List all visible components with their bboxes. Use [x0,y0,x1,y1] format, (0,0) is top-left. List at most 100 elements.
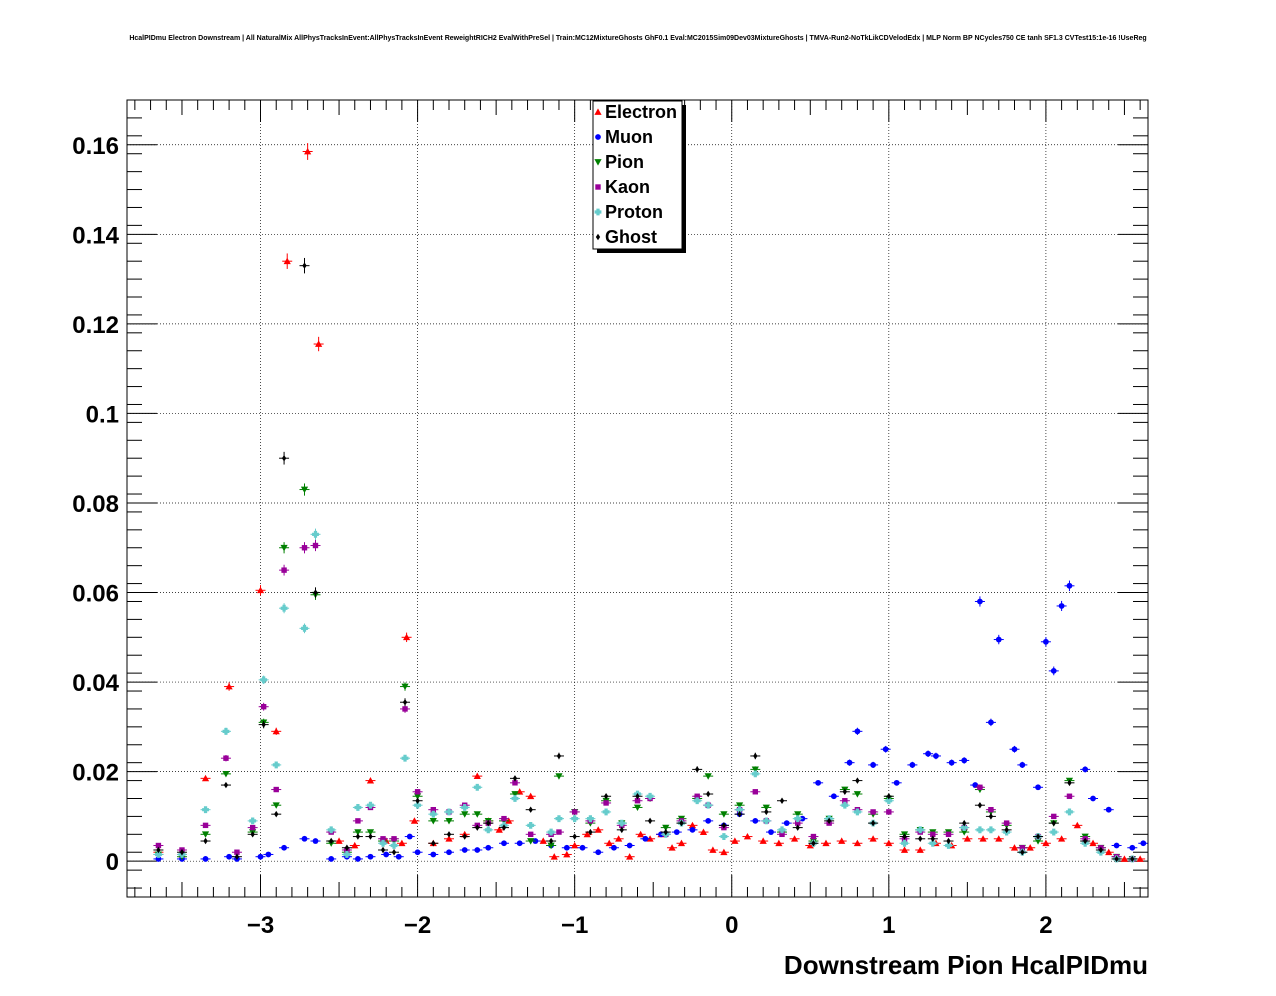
data-point [220,781,231,789]
data-marker [1120,855,1129,862]
data-point [509,791,520,798]
data-point [868,819,879,827]
data-point [852,839,863,847]
data-point [258,675,269,685]
data-point [352,804,363,811]
data-marker [1050,828,1058,836]
data-marker [563,850,571,858]
data-marker [853,839,862,847]
data-point [959,824,970,832]
data-marker [988,813,994,820]
data-point [601,793,612,800]
data-point [1064,580,1075,592]
legend-entry: Pion [594,152,644,172]
data-marker [367,801,374,809]
data-marker [870,809,876,815]
data-marker [963,835,971,842]
data-marker [260,676,268,684]
data-marker [647,817,653,825]
data-marker [1066,582,1073,589]
data-marker [605,839,613,847]
data-point [153,851,164,858]
data-point [750,770,761,778]
data-point [943,831,954,838]
data-marker [415,797,420,804]
data-marker [473,783,481,791]
data-point [839,798,850,804]
data-point [389,842,400,849]
data-marker [516,840,523,847]
data-marker [155,842,162,849]
data-marker [1114,855,1119,863]
data-point [1033,784,1044,791]
data-marker [281,567,287,573]
data-point [341,851,352,858]
data-point [1088,795,1099,802]
data-marker [429,818,437,825]
data-marker [1136,855,1144,862]
data-point [525,838,536,845]
data-point [200,806,211,814]
data-marker [273,786,279,793]
x-tick-label: −2 [404,912,431,939]
data-point [472,811,483,818]
data-point [569,841,580,849]
data-point [400,705,411,713]
data-marker [633,804,642,812]
data-point [676,819,687,827]
data-marker [355,818,361,824]
data-marker [1019,762,1026,768]
data-marker [1105,848,1113,856]
data-marker [402,633,411,641]
data-point [412,801,423,809]
data-marker [901,839,908,847]
x-tick-label: 0 [725,912,738,939]
data-marker [223,781,229,789]
data-marker [987,826,995,834]
data-point [404,833,415,840]
data-marker [886,793,891,800]
data-point [734,810,745,818]
data-marker [946,837,951,845]
tick-labels: −3 −2 −1 0 1 2 0 0.02 0.04 0.06 0.08 0.1 0.12 0.14 0.1… [72,133,1052,939]
data-point [974,801,985,809]
data-marker [1058,835,1066,842]
data-marker [527,838,535,845]
data-point [313,336,324,352]
data-marker [281,844,287,851]
x-tick-label: 2 [1039,912,1052,939]
data-marker [790,835,799,842]
data-marker [222,727,230,735]
data-point [915,826,926,834]
data-marker [995,835,1003,842]
data-marker [301,835,308,842]
data-marker [414,801,422,809]
data-marker [1083,837,1088,845]
data-marker [203,837,208,845]
data-point [777,831,788,838]
data-point [604,839,615,847]
data-point [444,831,455,838]
data-point [247,817,258,825]
data-marker [972,782,979,788]
data-point [365,801,376,809]
data-marker [501,824,507,831]
data-point [660,824,671,832]
legend-label: Muon [605,127,653,147]
data-point [593,826,604,833]
data-point [927,831,938,838]
data-marker [709,846,717,853]
legend-label: Proton [605,202,663,222]
data-point [393,853,404,860]
data-point [974,784,985,791]
data-marker [918,835,923,843]
data-point [553,815,564,823]
data-marker [368,833,373,840]
data-point [389,848,400,856]
data-marker [929,839,937,847]
data-point [852,808,863,816]
data-point [792,815,803,823]
data-marker [794,815,802,823]
data-point [569,833,580,840]
data-point [632,798,643,804]
